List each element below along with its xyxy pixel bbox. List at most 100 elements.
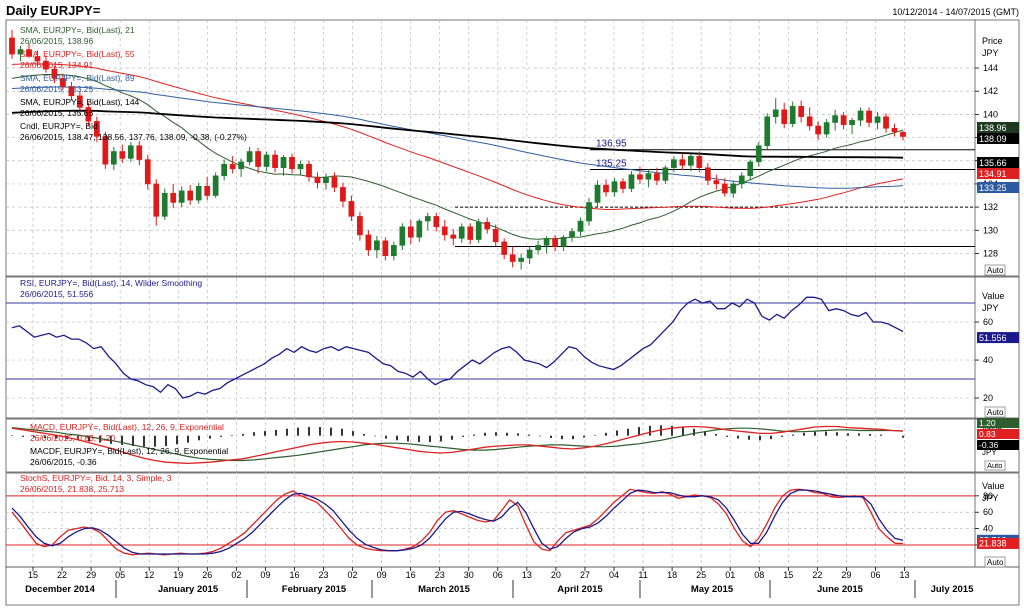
stoch-axis-title: Value bbox=[982, 481, 1004, 491]
day-tick-label: 15 bbox=[783, 570, 793, 580]
candle-body bbox=[671, 159, 677, 168]
day-tick-label: 12 bbox=[144, 570, 154, 580]
candle-body bbox=[654, 173, 660, 181]
candle-body bbox=[866, 110, 872, 123]
day-tick-label: 26 bbox=[202, 570, 212, 580]
candle-body bbox=[433, 216, 440, 228]
candle-body bbox=[102, 136, 109, 165]
rsi-line bbox=[11, 296, 904, 399]
macd-value-tags: 1.200.83-0.36 bbox=[977, 418, 1019, 450]
level-label: 136.95 bbox=[596, 139, 627, 150]
candle-body bbox=[832, 115, 838, 123]
candle-body bbox=[628, 174, 635, 189]
rsi-auto-button[interactable] bbox=[984, 406, 1006, 418]
price-tag-box bbox=[977, 168, 1019, 179]
time-axis: 15 22 29 05 12 19 26 02 09 16 23 02 09 16 23 30 06 13 20 27… bbox=[25, 567, 974, 598]
candle-body bbox=[475, 221, 482, 240]
day-tick-label: 22 bbox=[812, 570, 822, 580]
candle-body bbox=[229, 163, 236, 170]
candle-body bbox=[857, 110, 864, 121]
macd-lines bbox=[11, 425, 904, 465]
rsi-axis-ticks: 20 40 60 51.556 bbox=[975, 317, 1019, 403]
candle-body bbox=[340, 187, 346, 202]
candle-body bbox=[704, 167, 711, 181]
price-tag-label: 133.25 bbox=[979, 183, 1007, 193]
day-tick-label: 19 bbox=[173, 570, 183, 580]
macd-auto-button[interactable] bbox=[984, 460, 1006, 471]
price-legend-line1: SMA, EURJPY=, Bid(Last), 55 bbox=[20, 49, 135, 59]
candle-body bbox=[552, 238, 558, 247]
price-auto-button[interactable] bbox=[984, 264, 1006, 276]
day-tick-label: 25 bbox=[696, 570, 706, 580]
candle-body bbox=[297, 163, 304, 170]
candle-body bbox=[407, 226, 414, 238]
stoch-tick-label: 60 bbox=[983, 507, 993, 517]
candle-body bbox=[136, 145, 143, 160]
support-resistance-lines: 136.95 135.25 bbox=[455, 139, 975, 248]
candle-body bbox=[645, 173, 652, 180]
price-tag-label: 138.09 bbox=[979, 134, 1007, 144]
price-legend-line1: Cndl, EURJPY=, Bid bbox=[20, 121, 98, 131]
candle-body bbox=[204, 185, 211, 196]
month-label: June 2015 bbox=[817, 584, 864, 595]
candle-body bbox=[391, 245, 397, 257]
day-tick-label: 13 bbox=[899, 570, 909, 580]
stoch-auto-button[interactable] bbox=[984, 556, 1006, 568]
price-axis-unit: JPY bbox=[982, 48, 999, 58]
candle-body bbox=[212, 175, 219, 196]
candle-body bbox=[450, 234, 457, 239]
price-legend-line1: SMA, EURJPY=, Bid(Last), 89 bbox=[20, 73, 135, 83]
candle-body bbox=[441, 226, 448, 236]
day-tick-label: 11 bbox=[638, 570, 647, 580]
day-tick-label: 16 bbox=[289, 570, 299, 580]
price-auto-label: Auto bbox=[987, 266, 1004, 275]
candle-body bbox=[178, 190, 185, 203]
candle-body bbox=[51, 68, 58, 79]
sma-89-line bbox=[11, 86, 904, 189]
candle-body bbox=[195, 185, 202, 201]
candle-body bbox=[17, 49, 24, 55]
candle-body bbox=[747, 161, 754, 177]
rsi-legend-line1: RSI, EURJPY=, Bid(Last), 14, Wilder Smoo… bbox=[20, 278, 202, 288]
candle-body bbox=[365, 234, 372, 251]
month-label: April 2015 bbox=[557, 584, 603, 595]
candle-body bbox=[849, 119, 855, 126]
candle-body bbox=[611, 181, 618, 193]
stoch-auto-label: Auto bbox=[987, 558, 1004, 567]
macd-tag-box bbox=[977, 429, 1019, 439]
chart-title: Daily EURJPY= bbox=[6, 3, 101, 18]
day-tick-label: 16 bbox=[406, 570, 416, 580]
rsi-frame bbox=[5, 276, 1020, 419]
price-tag-box bbox=[977, 133, 1019, 144]
stoch-axis-unit: JPY bbox=[982, 493, 999, 503]
macd-legend-line2: 26/06/2015, 0.83, 1.20 bbox=[30, 433, 115, 443]
macd-legend-line1: MACDF, EURJPY=, Bid(Last), 12, 26, 9, Ex… bbox=[30, 446, 228, 456]
candle-body bbox=[60, 78, 66, 87]
day-tick-label: 29 bbox=[86, 570, 96, 580]
candle-body bbox=[900, 131, 906, 137]
price-tick-label: 132 bbox=[983, 202, 998, 212]
candle-body bbox=[246, 151, 253, 163]
candle-body bbox=[280, 157, 287, 168]
macd-tag-box bbox=[977, 440, 1019, 450]
price-legend-line1: SMA, EURJPY=, Bid(Last), 144 bbox=[20, 97, 140, 107]
date-range: 10/12/2014 - 14/07/2015 (GMT) bbox=[892, 7, 1019, 17]
macd-axis-title: Value bbox=[982, 424, 1002, 433]
candle-body bbox=[314, 176, 321, 184]
day-tick-label: 09 bbox=[260, 570, 270, 580]
macd-tag-label: -0.36 bbox=[979, 440, 999, 450]
candle-body bbox=[399, 226, 406, 246]
candle-body bbox=[331, 176, 338, 188]
candle-body bbox=[730, 183, 737, 194]
candlesticks bbox=[9, 29, 906, 270]
candle-body bbox=[127, 145, 134, 159]
rsi-tick-label: 60 bbox=[983, 317, 993, 327]
stoch-tag-label: 21.838 bbox=[979, 538, 1007, 548]
candle-body bbox=[535, 245, 541, 251]
day-tick-label: 02 bbox=[231, 570, 241, 580]
candle-body bbox=[526, 249, 533, 259]
candle-body bbox=[492, 228, 499, 243]
stoch-legend-line2: 26/06/2015, 21.838, 25.713 bbox=[20, 484, 124, 494]
price-tick-label: 142 bbox=[983, 86, 998, 96]
